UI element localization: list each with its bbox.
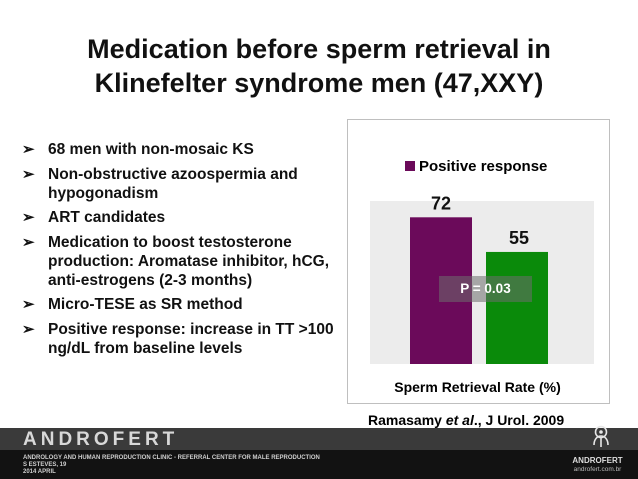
androfert-logo-icon [593, 425, 609, 447]
footer-line-2: S ESTEVES, 19 [23, 462, 67, 468]
footer-line-1: ANDROLOGY AND HUMAN REPRODUCTION CLINIC … [23, 455, 320, 461]
data-label-bar-2: 55 [509, 228, 529, 248]
title-line-2: Klinefelter syndrome men (47,XXY) [94, 68, 544, 98]
x-axis-label: Sperm Retrieval Rate (%) [394, 379, 561, 395]
arrow-bullet-icon: ➢ [22, 320, 35, 338]
arrow-bullet-icon: ➢ [22, 141, 35, 158]
data-label-bar-1: 72 [431, 193, 451, 213]
bullet-item: ➢ 68 men with non-mosaic KS [22, 141, 254, 158]
slide-title: Medication before sperm retrieval in Kli… [0, 32, 638, 100]
legend-swatch [405, 161, 415, 171]
footer-band [0, 428, 638, 450]
arrow-bullet-icon: ➢ [22, 296, 35, 313]
footer-bar: ANDROFERT ANDROLOGY AND HUMAN REPRODUCTI… [0, 428, 638, 479]
arrow-bullet-icon: ➢ [22, 209, 35, 226]
title-line-1: Medication before sperm retrieval in [87, 34, 551, 64]
legend-label: Positive response [419, 158, 548, 175]
arrow-bullet-icon: ➢ [22, 233, 35, 251]
citation: Ramasamy et al., J Urol. 2009 [368, 412, 565, 428]
footer-brand: ANDROFERT [23, 429, 179, 450]
p-value-box: P = 0.03 [439, 276, 532, 302]
chart-legend: Positive response [405, 158, 547, 176]
bullet-item: ➢ Non-obstructive azoospermia and hypogon… [22, 165, 298, 202]
bullet-list: ➢ 68 men with non-mosaic KS ➢ Non-obstruct… [22, 140, 352, 363]
logo-name: ANDROFERT [572, 456, 623, 465]
bullet-item: ➢ ART candidates [22, 209, 166, 226]
bullet-item: ➢ Micro-TESE as SR method [22, 296, 243, 313]
bullet-item: ➢ Positive response: increase in TT >100 … [22, 320, 334, 357]
arrow-bullet-icon: ➢ [22, 165, 35, 183]
footer-line-3: 2014 APRIL [23, 469, 56, 475]
logo-url: androfert.com.br [573, 466, 622, 473]
bullet-item: ➢ Medication to boost testosterone produc… [22, 233, 330, 289]
bar-second-series [486, 251, 548, 364]
